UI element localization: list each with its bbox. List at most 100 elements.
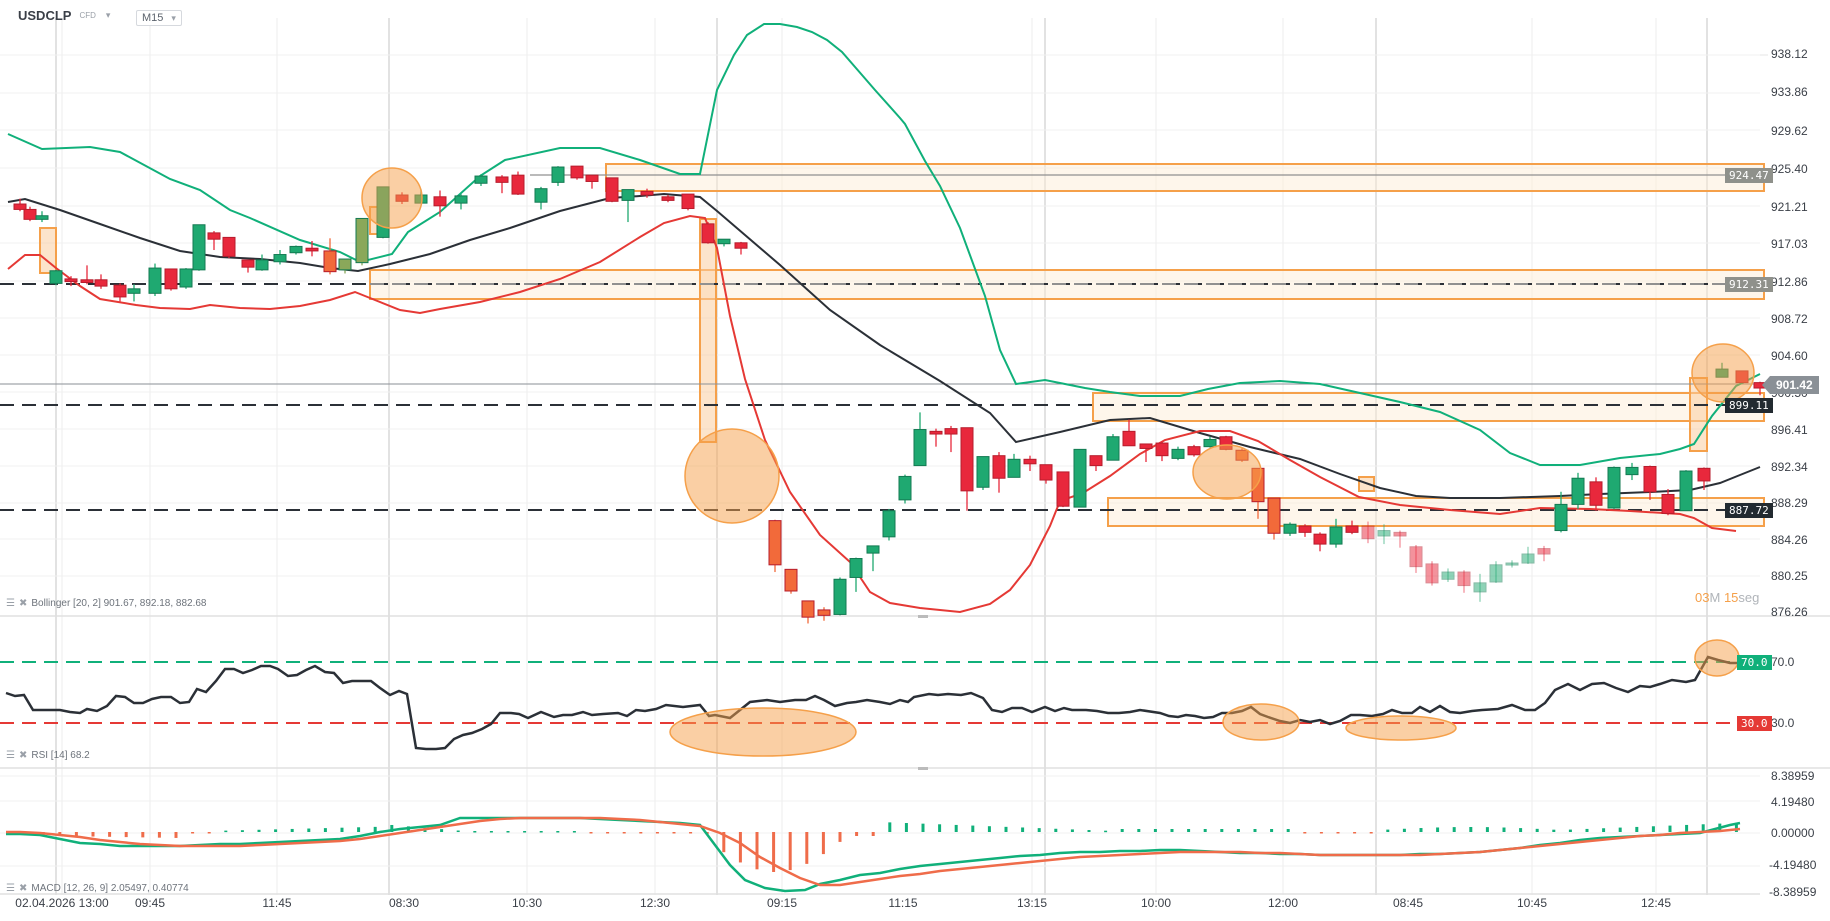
bear-candle[interactable] [960, 427, 974, 492]
bear-candle[interactable] [1643, 466, 1657, 493]
bear-candle[interactable] [80, 279, 94, 283]
bear-candle[interactable] [164, 268, 178, 290]
bear-candle[interactable] [1039, 464, 1053, 481]
bear-candle[interactable] [1361, 525, 1375, 540]
bear-candle[interactable] [207, 232, 221, 240]
bear-candle[interactable] [305, 247, 319, 252]
bull-candle[interactable] [1073, 448, 1087, 508]
bear-candle[interactable] [801, 600, 815, 618]
bear-candle[interactable] [1537, 548, 1551, 555]
bull-candle[interactable] [866, 545, 880, 554]
symbol-dropdown-chevron-icon[interactable]: ▾ [105, 10, 111, 20]
indicator-settings-icon[interactable]: ☰ [6, 598, 15, 609]
bear-candle[interactable] [992, 455, 1006, 479]
level-tag-924[interactable]: 924.47 [1725, 168, 1773, 183]
bear-candle[interactable] [1187, 446, 1201, 456]
bear-candle[interactable] [605, 177, 619, 202]
bull-candle[interactable] [255, 259, 269, 271]
bull-candle[interactable] [1679, 470, 1693, 512]
bear-candle[interactable] [1122, 430, 1136, 447]
bull-candle[interactable] [192, 224, 206, 271]
bear-candle[interactable] [1409, 546, 1423, 568]
bull-candle[interactable] [717, 238, 731, 245]
bull-candle[interactable] [454, 195, 468, 204]
bull-candle[interactable] [1571, 477, 1585, 505]
bull-candle[interactable] [273, 254, 287, 263]
bear-candle[interactable] [768, 520, 782, 566]
bull-candle[interactable] [621, 189, 635, 201]
bear-candle[interactable] [570, 165, 584, 179]
bear-candle[interactable] [585, 174, 599, 182]
bear-candle[interactable] [1267, 497, 1281, 534]
bear-candle[interactable] [323, 250, 337, 273]
bear-candle[interactable] [1457, 571, 1471, 587]
bull-candle[interactable] [1489, 564, 1503, 583]
bull-candle[interactable] [1441, 571, 1455, 580]
bear-candle[interactable] [511, 174, 525, 195]
bull-candle[interactable] [1203, 438, 1217, 448]
level-tag-912[interactable]: 912.31 [1725, 277, 1773, 292]
indicator-remove-icon[interactable]: ✖ [18, 750, 28, 761]
bear-candle[interactable] [817, 609, 831, 616]
bear-candle[interactable] [13, 203, 27, 210]
bear-candle[interactable] [433, 196, 447, 207]
indicator-settings-icon[interactable]: ☰ [6, 883, 15, 894]
bear-candle[interactable] [1056, 471, 1070, 507]
bull-candle[interactable] [49, 270, 63, 284]
bear-candle[interactable] [1589, 481, 1603, 506]
bull-candle[interactable] [898, 475, 912, 501]
bear-candle[interactable] [1661, 493, 1675, 514]
bull-candle[interactable] [1171, 448, 1185, 459]
level-tag-887[interactable]: 887.72 [1725, 503, 1773, 518]
bull-candle[interactable] [1377, 530, 1391, 537]
bear-candle[interactable] [222, 236, 236, 257]
bull-candle[interactable] [1106, 436, 1120, 461]
symbol-name[interactable]: USDCLP [18, 8, 72, 23]
bear-candle[interactable] [1139, 443, 1153, 449]
bull-candle[interactable] [474, 175, 488, 184]
bull-candle[interactable] [289, 245, 303, 254]
bear-candle[interactable] [929, 430, 943, 435]
bear-candle[interactable] [495, 176, 509, 183]
bear-candle[interactable] [1425, 563, 1439, 584]
bull-candle[interactable] [551, 166, 565, 183]
bear-candle[interactable] [1345, 525, 1359, 533]
timeframe-select[interactable]: M15 ▾ [136, 10, 182, 26]
indicator-remove-icon[interactable]: ✖ [18, 883, 28, 894]
bear-candle[interactable] [784, 568, 798, 592]
bear-candle[interactable] [1298, 525, 1312, 533]
bear-candle[interactable] [113, 284, 127, 298]
bull-candle[interactable] [849, 558, 863, 578]
bull-candle[interactable] [1554, 503, 1568, 532]
bull-candle[interactable] [1607, 466, 1621, 509]
bear-candle[interactable] [1313, 533, 1327, 545]
bull-candle[interactable] [355, 217, 369, 264]
bear-candle[interactable] [23, 208, 37, 220]
bear-candle[interactable] [1089, 455, 1103, 467]
bear-candle[interactable] [681, 193, 695, 210]
level-tag-899[interactable]: 899.11 [1725, 398, 1773, 413]
bull-candle[interactable] [1007, 458, 1021, 478]
symbol-header[interactable]: USDCLP CFD ▾ [18, 8, 110, 23]
bull-candle[interactable] [1473, 582, 1487, 593]
bear-candle[interactable] [64, 278, 78, 283]
indicator-settings-icon[interactable]: ☰ [6, 750, 15, 761]
bear-candle[interactable] [944, 428, 958, 435]
bear-candle[interactable] [701, 223, 715, 244]
bull-candle[interactable] [976, 456, 990, 488]
bear-candle[interactable] [640, 190, 654, 196]
bull-candle[interactable] [1283, 523, 1297, 534]
bull-candle[interactable] [833, 578, 847, 615]
bull-candle[interactable] [913, 429, 927, 467]
bear-candle[interactable] [94, 279, 108, 287]
bull-candle[interactable] [1505, 562, 1519, 566]
bear-candle[interactable] [661, 196, 675, 201]
bull-candle[interactable] [35, 215, 49, 220]
bull-candle[interactable] [338, 258, 352, 271]
bull-candle[interactable] [148, 267, 162, 294]
bull-candle[interactable] [127, 288, 141, 294]
bear-candle[interactable] [1023, 458, 1037, 465]
indicator-remove-icon[interactable]: ✖ [18, 598, 28, 609]
bear-candle[interactable] [1393, 531, 1407, 537]
